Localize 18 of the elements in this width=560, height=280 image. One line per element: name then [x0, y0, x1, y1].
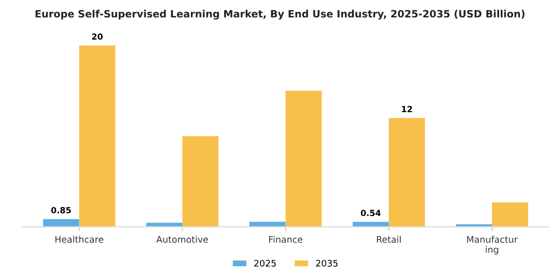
x-tick-label: Manufactur ing — [467, 236, 518, 255]
legend-label: 2025 — [254, 260, 276, 267]
x-tick-label: Retail — [376, 236, 401, 243]
legend-label: 2035 — [316, 260, 338, 267]
bar — [79, 45, 116, 227]
x-tick-label: Finance — [269, 236, 302, 243]
data-label: 0.85 — [51, 207, 71, 214]
x-tick-label: Healthcare — [55, 236, 104, 243]
data-label: 12 — [402, 106, 412, 112]
bar — [182, 136, 219, 227]
chart-title: Europe Self-Supervised Learning Market, By End Use Industry, 2025-2035 (USD Billion) — [36, 10, 524, 20]
bar — [43, 219, 80, 227]
bar — [492, 202, 528, 227]
bar — [388, 118, 425, 227]
data-label: 20 — [92, 33, 103, 40]
bar — [286, 90, 322, 227]
data-label: 0.54 — [360, 210, 381, 216]
x-tick-label: Automotive — [156, 236, 208, 243]
